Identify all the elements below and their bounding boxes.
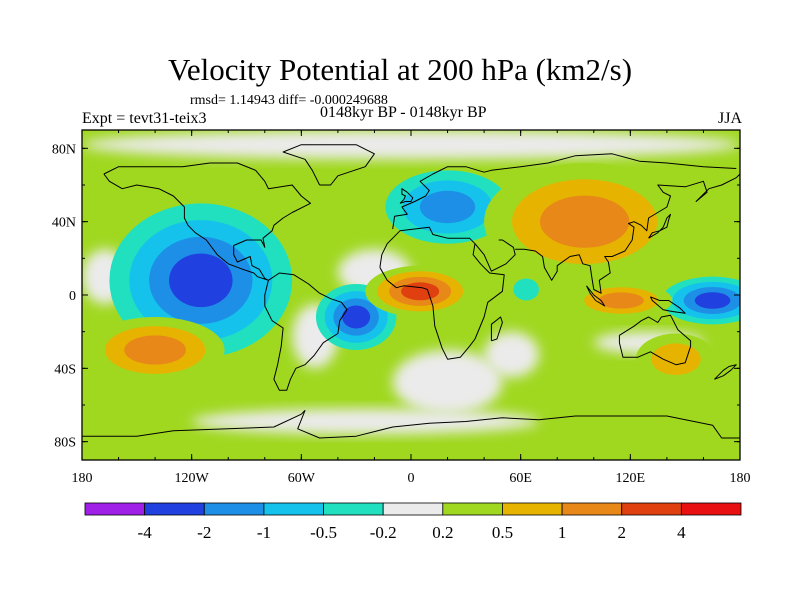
y-tick-label: 0 [69, 289, 76, 304]
x-tick-label: 0 [408, 471, 415, 486]
coastline [648, 213, 671, 239]
axis-ticks: 180 120W 60W 0 60E 120E 180 80N 40N 0 40S 80S [52, 130, 751, 486]
y-tick-label: 40N [52, 216, 76, 231]
colorbar-box [621, 502, 682, 516]
coastline [379, 226, 505, 360]
colorbar-box [203, 502, 265, 516]
field-region [484, 163, 686, 281]
coastline [714, 364, 737, 380]
field-region [570, 282, 673, 319]
contour-level [598, 292, 644, 309]
neutral-zone [191, 408, 539, 435]
neutral-zone [392, 350, 503, 415]
field-region [85, 317, 225, 383]
coastline [392, 153, 737, 230]
coastline [515, 173, 740, 294]
colorbar-box [323, 502, 384, 516]
contour-level [513, 278, 539, 301]
contour-level [124, 335, 186, 365]
x-tick-label: 120W [175, 471, 210, 486]
coastline [474, 239, 516, 272]
colorbar-box [144, 502, 205, 516]
colorbar-label: -0.2 [370, 523, 397, 542]
x-tick-label: 180 [730, 471, 751, 486]
colorbar-box [442, 502, 503, 516]
colorbar-label: -0.5 [310, 523, 337, 542]
contour-level [342, 305, 371, 329]
contour-level [401, 282, 440, 301]
colorbar: -4 -2 -1 -0.5 -0.2 0.2 0.5 1 2 4 [84, 502, 742, 542]
colorbar-label: 2 [617, 523, 626, 542]
experiment-label: Expt = tevt31-teix3 [82, 110, 207, 127]
colorbar-box [382, 502, 444, 516]
field-region [513, 278, 539, 301]
coastline [649, 296, 686, 314]
x-tick-label: 180 [72, 471, 93, 486]
coastline [618, 314, 692, 366]
colorbar-label: -1 [257, 523, 271, 542]
x-tick-label: 120E [616, 471, 646, 486]
coastlines [82, 144, 740, 439]
coastline [103, 162, 311, 281]
x-tick-label: 60W [288, 471, 316, 486]
neutral-zone [82, 130, 740, 160]
period-label: 0148kyr BP - 0148kyr BP [320, 104, 487, 121]
colorbar-box [561, 502, 623, 516]
y-tick-label: 40S [54, 362, 76, 377]
contour-level [694, 292, 731, 309]
colorbar-label: 0.2 [432, 523, 453, 542]
colorbar-box [84, 502, 146, 516]
chart-title: Velocity Potential at 200 hPa (km2/s) [167, 52, 633, 87]
coastline [586, 285, 606, 307]
coastline [399, 188, 414, 204]
coastline [264, 272, 348, 391]
neutral-zone [484, 331, 539, 378]
coastline [490, 316, 503, 342]
colorbar-box [263, 502, 324, 516]
colorbar-label: -4 [138, 523, 153, 542]
y-tick-label: 80S [54, 436, 76, 451]
colorbar-label: 0.5 [492, 523, 513, 542]
field-region [385, 170, 510, 244]
stats-text: rmsd= 1.14943 diff= -0.000249688 [190, 93, 388, 108]
field-region [635, 333, 717, 385]
colorbar-label: -2 [197, 523, 211, 542]
field-region [661, 276, 740, 325]
season-label: JJA [717, 110, 742, 127]
field-region [365, 265, 475, 318]
colorbar-label: 4 [677, 523, 686, 542]
contour-level [539, 195, 630, 248]
coastline [82, 410, 740, 439]
y-tick-label: 80N [52, 142, 76, 157]
colorbar-label: 1 [558, 523, 567, 542]
map-plot-area [82, 130, 740, 460]
contour-level [419, 190, 476, 224]
colorbar-box [680, 502, 742, 516]
contour-level [651, 343, 701, 375]
colorbar-box [502, 502, 563, 516]
coastline [282, 144, 375, 186]
contour-level [169, 253, 233, 308]
x-tick-label: 60E [509, 471, 532, 486]
